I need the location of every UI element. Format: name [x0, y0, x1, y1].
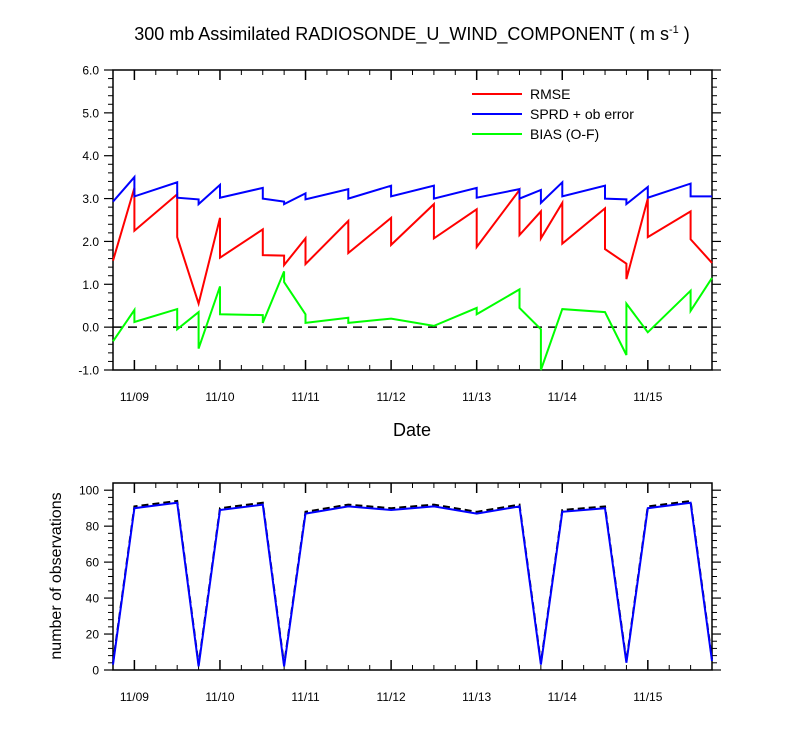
y-tick-label: 60 [86, 556, 100, 570]
y-tick-label: 3.0 [82, 192, 99, 206]
series-line-assimilated-observations [112, 501, 713, 667]
x-tick-label: 11/12 [377, 690, 406, 704]
x-tick-label: 11/10 [205, 690, 234, 704]
y-tick-label: 40 [86, 592, 100, 606]
chart-title-superscript: -1 [669, 24, 679, 36]
y-tick-label: 20 [86, 628, 100, 642]
y-tick-label: 5.0 [82, 106, 99, 120]
x-tick-label: 11/10 [205, 390, 234, 404]
y-tick-label: 2.0 [82, 235, 99, 249]
y-tick-label: 6.0 [82, 64, 99, 78]
chart-title: 300 mb Assimilated RADIOSONDE_U_WIND_COM… [134, 24, 690, 45]
bottom-series-group [112, 499, 713, 667]
x-tick-label: 11/15 [633, 390, 662, 404]
series-line-bias-o-f [112, 271, 713, 371]
top-axis-ticks: -1.0 0.0 1.0 2.0 3.0 4.0 5.0 6.0 11/09 11/10 11/11… [78, 64, 721, 404]
y-tick-label: 1.0 [82, 278, 99, 292]
legend-label: SPRD + ob error [530, 106, 634, 122]
y-tick-label: 100 [79, 484, 99, 498]
y-tick-label: -1.0 [78, 364, 99, 378]
series-line-rmse [112, 187, 713, 308]
x-tick-label: 11/14 [548, 690, 577, 704]
y-tick-label: 0 [92, 664, 99, 678]
x-tick-label: 11/13 [462, 390, 491, 404]
x-tick-label: 11/13 [462, 690, 491, 704]
legend-label: RMSE [530, 86, 570, 102]
bottom-plot-area: 0 20 40 60 80 100 11/09 11/10 11/11 11/12 11/13 11/… [79, 482, 721, 704]
x-tick-label: 11/11 [291, 390, 320, 404]
y-tick-label: 80 [86, 520, 100, 534]
chart-title-end: ) [679, 24, 690, 44]
x-tick-label: 11/12 [377, 390, 406, 404]
top-series-group [112, 174, 713, 371]
legend: RMSE SPRD + ob error BIAS (O-F) [472, 86, 634, 142]
y-axis-label-observations: number of observations [48, 492, 65, 659]
bottom-axis-ticks: 0 20 40 60 80 100 11/09 11/10 11/11 11/12 11/13 11/… [79, 483, 721, 704]
x-tick-label: 11/15 [633, 690, 662, 704]
x-axis-label: Date [393, 420, 431, 440]
series-line-sprd-ob-error [112, 174, 712, 207]
x-tick-label: 11/09 [120, 690, 149, 704]
top-plot-area: -1.0 0.0 1.0 2.0 3.0 4.0 5.0 6.0 11/09 11/10 11/11… [78, 64, 721, 404]
x-tick-label: 11/09 [120, 390, 149, 404]
x-tick-label: 11/14 [548, 390, 577, 404]
y-tick-label: 4.0 [82, 149, 99, 163]
x-tick-label: 11/11 [291, 690, 320, 704]
y-tick-label: 0.0 [82, 321, 99, 335]
legend-label: BIAS (O-F) [530, 126, 599, 142]
chart-title-main: 300 mb Assimilated RADIOSONDE_U_WIND_COM… [134, 24, 669, 45]
